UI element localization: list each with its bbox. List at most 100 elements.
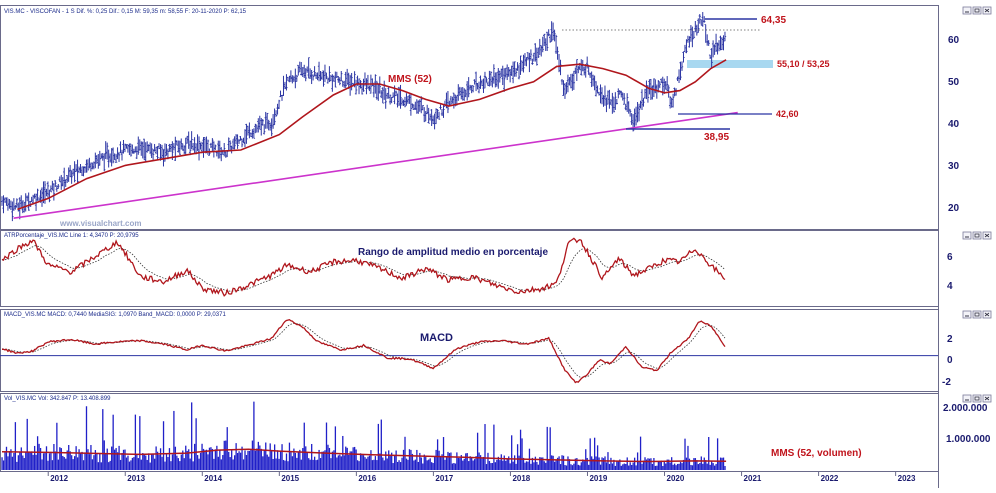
volume-bar (608, 463, 611, 470)
volume-bar (242, 459, 245, 470)
volume-bar (417, 461, 419, 470)
volume-bar (88, 454, 91, 470)
volume-bar (377, 423, 379, 470)
volume-bar (119, 459, 122, 470)
maximize-icon[interactable] (972, 231, 982, 240)
volume-bar (171, 454, 174, 470)
volume-bar (116, 452, 119, 470)
trendline (13, 111, 738, 219)
volume-bar (644, 457, 646, 470)
volume-bar (386, 458, 388, 470)
volume-bar (518, 455, 520, 470)
volume-bar (263, 449, 265, 470)
volume-bar (416, 449, 418, 470)
maximize-icon[interactable] (972, 394, 982, 403)
y-tick: 1.000.000 (946, 434, 991, 445)
volume-bar (551, 455, 553, 470)
volume-bar (611, 463, 614, 470)
annotation-band: 55,10 / 53,25 (777, 59, 830, 69)
volume-bar (78, 449, 80, 470)
volume-bar (192, 461, 194, 470)
minimize-icon[interactable] (962, 231, 972, 240)
volume-bar (638, 460, 640, 470)
volume-bar (451, 463, 454, 470)
volume-bar (87, 449, 89, 470)
volume-bar (565, 465, 568, 470)
volume-bar (534, 456, 537, 470)
volume-bar (487, 452, 489, 470)
volume-bar (599, 464, 602, 470)
minimize-icon[interactable] (962, 6, 972, 15)
volume-bar (32, 454, 34, 470)
volume-bar (210, 447, 212, 470)
volume-bar (158, 454, 160, 470)
volume-bar (305, 446, 307, 470)
volume-bar (309, 459, 311, 470)
volume-bar (327, 444, 329, 470)
volume-bar (220, 459, 222, 470)
volume-bar (322, 451, 325, 470)
volume-bar (345, 446, 347, 470)
volume-bar (431, 462, 433, 470)
volume-bar (542, 457, 544, 470)
volume-bar (50, 451, 52, 470)
volume-bar (699, 463, 701, 470)
volume-bar (39, 447, 42, 470)
volume-bar (26, 418, 28, 470)
macd-pane-frame (0, 309, 939, 392)
volume-bar (373, 459, 375, 470)
maximize-icon[interactable] (972, 6, 982, 15)
volume-bar (76, 457, 79, 470)
macd-pane-controls (962, 310, 992, 319)
volume-bar (457, 457, 459, 470)
volume-bar (499, 460, 501, 470)
volume-bar (479, 455, 482, 470)
volume-bar (445, 456, 448, 470)
y-tick: 50 (948, 77, 960, 88)
volume-bar (299, 449, 301, 470)
volume-bar (396, 461, 399, 470)
maximize-icon[interactable] (972, 310, 982, 319)
volume-bar (389, 456, 391, 470)
volume-bar (601, 457, 603, 470)
volume-bar (395, 450, 397, 470)
volume-bar (614, 465, 617, 470)
volume-bar (288, 442, 291, 470)
volume-bar (527, 461, 529, 470)
volume-bar (478, 452, 480, 470)
volume-bar (36, 436, 39, 470)
volume-bar (605, 462, 608, 470)
volume-bar (353, 446, 356, 470)
volume-bar (631, 464, 633, 470)
volume-bar (325, 422, 328, 470)
minimize-icon[interactable] (962, 394, 972, 403)
volume-bar (188, 449, 190, 470)
minimize-icon[interactable] (962, 310, 972, 319)
volume-bar (380, 419, 382, 470)
volume-bar (1, 457, 3, 470)
volume-bar (576, 458, 578, 470)
volume-bar (8, 451, 11, 470)
macd-y-axis: 2 0 -2 (942, 334, 953, 388)
volume-bar (691, 465, 694, 470)
atr-lines (1, 237, 726, 297)
volume-bar (586, 457, 588, 470)
volume-bar (164, 461, 166, 470)
volume-pane-frame (0, 393, 939, 472)
volume-bar (669, 462, 671, 470)
volume-bar (333, 450, 335, 470)
volume-bar (620, 465, 622, 470)
volume-bar (103, 440, 105, 470)
y-tick: 60 (948, 35, 960, 46)
volume-bar (436, 439, 439, 470)
volume-bar (183, 458, 185, 470)
volume-bar (571, 465, 574, 470)
volume-bar (673, 463, 676, 470)
volume-bar (678, 463, 680, 470)
volume-ma-label: MMS (52, volumen) (771, 448, 862, 459)
atr-pane-frame (0, 230, 939, 307)
volume-bar (330, 458, 332, 470)
volume-bar (105, 453, 107, 470)
volume-bar (346, 447, 348, 470)
volume-bar (266, 454, 268, 470)
